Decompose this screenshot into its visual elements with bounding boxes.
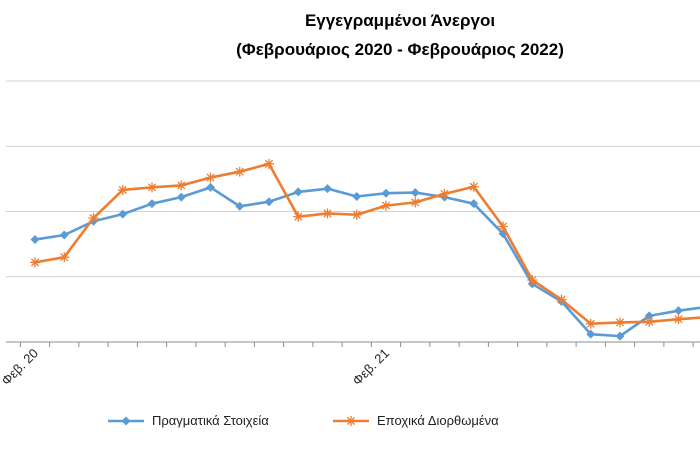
data-point (615, 331, 625, 341)
data-point (439, 188, 450, 199)
series-actual (30, 182, 700, 341)
data-point (410, 197, 421, 208)
data-point (586, 329, 596, 339)
data-point (293, 187, 303, 197)
data-point (264, 158, 274, 169)
data-point-stroke (440, 189, 449, 198)
data-point (59, 252, 70, 263)
data-point-stroke (615, 318, 625, 327)
legend-item-actual: Πραγματικά Στοιχεία (108, 413, 269, 428)
data-point-stroke (645, 317, 654, 326)
data-point (30, 257, 40, 268)
data-point (673, 314, 684, 325)
data-point-stroke (235, 167, 244, 176)
data-point (615, 317, 625, 328)
data-point-stroke (411, 198, 420, 207)
data-point-stroke (498, 222, 508, 231)
data-point (556, 294, 567, 305)
data-point (322, 208, 333, 219)
legend-label-seasonal: Εποχικά Διορθωμένα (377, 413, 499, 428)
legend-swatch-seasonal (333, 415, 369, 426)
data-point (674, 306, 683, 316)
data-point (235, 201, 245, 211)
data-point-stroke (352, 210, 361, 219)
data-point-stroke (557, 295, 566, 304)
data-point-stroke (323, 209, 332, 218)
data-point (381, 200, 391, 211)
legend-label-actual: Πραγματικά Στοιχεία (152, 413, 269, 428)
data-point-stroke (264, 159, 274, 168)
legend-swatch-actual (108, 416, 144, 425)
data-point-stroke (528, 275, 537, 285)
data-point (205, 172, 216, 183)
data-point-stroke (147, 183, 157, 192)
data-point (264, 197, 274, 207)
data-point (351, 209, 362, 220)
data-point (176, 180, 187, 191)
x-tick-label: Φεβ. 21 (349, 346, 392, 389)
data-point (59, 230, 69, 240)
data-point (527, 275, 538, 286)
data-point (410, 188, 420, 198)
series-seasonal (30, 158, 700, 329)
chart-subtitle: (Φεβρουάριος 2020 - Φεβρουάριος 2022) (236, 40, 564, 59)
data-point-stroke (30, 258, 40, 267)
data-point (88, 213, 99, 224)
series-line (34, 162, 700, 326)
data-point (206, 182, 215, 192)
legend: Πραγματικά Στοιχεία Εποχικά Διορθωμένα (0, 408, 700, 438)
data-point-stroke (206, 173, 215, 182)
legend-item-seasonal: Εποχικά Διορθωμένα (333, 413, 499, 428)
data-point-stroke (89, 213, 98, 223)
data-point (381, 188, 391, 198)
data-point-stroke (177, 181, 186, 190)
data-point-stroke (586, 319, 595, 328)
data-point (468, 181, 479, 192)
data-point-stroke (469, 182, 478, 191)
data-point-stroke (294, 212, 303, 221)
data-point (176, 192, 186, 202)
data-point (147, 199, 157, 209)
data-point (644, 311, 654, 321)
data-point (118, 209, 128, 219)
data-point (469, 199, 479, 209)
data-point (30, 235, 40, 245)
series-line (34, 186, 700, 338)
data-point-stroke (60, 253, 69, 262)
data-point-stroke (674, 315, 683, 324)
data-point (293, 211, 304, 222)
data-point (498, 221, 508, 232)
data-point (117, 184, 128, 195)
data-point (323, 184, 332, 194)
data-point (585, 318, 596, 329)
data-point (352, 191, 362, 201)
data-point (644, 316, 655, 327)
data-point (147, 182, 157, 193)
data-point-stroke (381, 201, 391, 210)
data-point-stroke (118, 185, 127, 195)
chart-title: Εγγεγραμμένοι Άνεργοι (304, 11, 496, 30)
data-point (234, 166, 245, 177)
x-tick-label: Φεβ. 20 (0, 346, 41, 389)
